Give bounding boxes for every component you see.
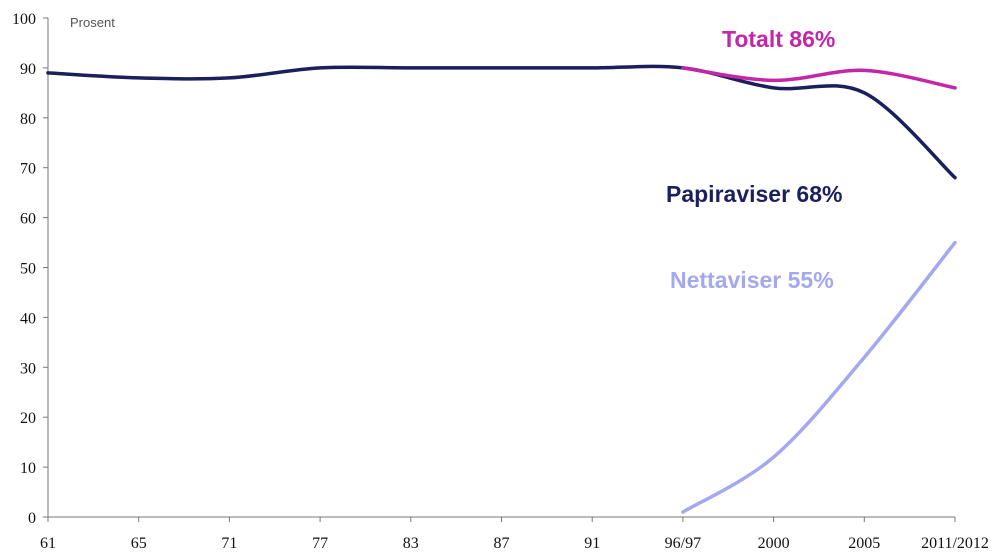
- y-tick-label: 30: [20, 360, 36, 377]
- unit-label: Prosent: [70, 15, 115, 30]
- x-tick-label: 77: [312, 535, 328, 552]
- x-tick-label: 83: [403, 535, 419, 552]
- x-tick-label: 2000: [758, 535, 790, 552]
- series-label-totalt: Totalt 86%: [722, 26, 835, 52]
- x-tick-label: 2005: [848, 535, 880, 552]
- y-tick-label: 50: [20, 261, 36, 278]
- series-line-papiraviser: [46, 64, 957, 180]
- y-tick-label: 0: [28, 510, 36, 527]
- y-tick-label: 100: [12, 11, 36, 28]
- x-tick-label: 61: [40, 535, 56, 552]
- y-tick-label: 40: [20, 310, 36, 327]
- y-ticks: 0 10 20 30 40 50 60 70 80 90 100: [12, 11, 48, 527]
- x-tick-label: 91: [584, 535, 600, 552]
- x-tick-label: 87: [494, 535, 510, 552]
- series-line-nettaviser: [681, 240, 957, 514]
- x-tick-label: 2011/2012: [921, 535, 989, 552]
- x-tick-label: 71: [221, 535, 237, 552]
- y-tick-label: 80: [20, 111, 36, 128]
- y-tick-label: 90: [20, 61, 36, 78]
- y-tick-label: 20: [20, 410, 36, 427]
- series-label-papiraviser: Papiraviser 68%: [666, 181, 842, 207]
- y-tick-label: 60: [20, 211, 36, 228]
- x-ticks: 61 65 71 77 83 87 91 96/97 2000 2005 2011/2012: [40, 517, 989, 552]
- series-line-totalt: [681, 66, 957, 90]
- y-tick-label: 70: [20, 161, 36, 178]
- x-tick-label: 96/97: [665, 535, 701, 552]
- series-layer: [46, 64, 957, 514]
- y-tick-label: 10: [20, 460, 36, 477]
- series-label-nettaviser: Nettaviser 55%: [670, 267, 834, 293]
- x-tick-label: 65: [131, 535, 147, 552]
